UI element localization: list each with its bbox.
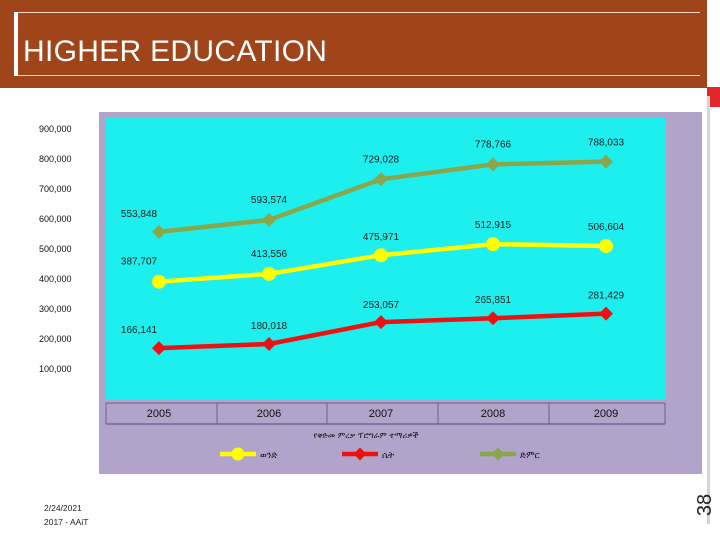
data-label: 593,574 bbox=[251, 195, 288, 206]
data-point bbox=[486, 237, 500, 252]
data-point bbox=[262, 336, 276, 351]
legend-marker bbox=[353, 447, 367, 461]
y-tick-label: 900,000 bbox=[39, 124, 72, 134]
x-tick-label: 2006 bbox=[257, 408, 281, 420]
data-point bbox=[374, 172, 388, 187]
data-label: 413,556 bbox=[251, 249, 288, 260]
series-3: 553,848 593,574 729,028 778,766 788,033 bbox=[121, 138, 625, 239]
enrollment-line-chart: 900,000 800,000 700,000 600,000 500,000 400,0… bbox=[39, 112, 702, 474]
legend-marker bbox=[491, 447, 505, 461]
legend-label: ድምር bbox=[520, 451, 540, 461]
data-point bbox=[599, 306, 613, 321]
vertical-divider bbox=[707, 96, 710, 524]
data-label: 778,766 bbox=[475, 139, 512, 150]
x-tick-label: 2008 bbox=[481, 408, 505, 420]
legend-label: ሴት bbox=[382, 451, 394, 461]
data-point bbox=[262, 266, 276, 281]
data-point bbox=[262, 212, 276, 227]
data-label: 281,429 bbox=[588, 291, 625, 302]
legend-marker bbox=[231, 447, 245, 461]
y-tick-label: 100,000 bbox=[39, 364, 72, 374]
y-tick-label: 400,000 bbox=[39, 274, 72, 284]
data-label: 265,851 bbox=[475, 295, 512, 306]
data-point bbox=[152, 341, 166, 356]
data-label: 166,141 bbox=[121, 325, 158, 336]
data-point bbox=[599, 239, 613, 254]
data-point bbox=[152, 224, 166, 239]
series-layer: 387,707 413,556 475,971 512,915 506,604 166,1… bbox=[121, 138, 625, 356]
data-point bbox=[486, 311, 500, 326]
legend-item: ድምር bbox=[480, 447, 540, 461]
y-tick-label: 800,000 bbox=[39, 154, 72, 164]
data-label: 512,915 bbox=[475, 220, 512, 231]
red-accent-bar bbox=[707, 87, 720, 107]
data-label: 729,028 bbox=[363, 154, 400, 165]
data-point bbox=[486, 157, 500, 172]
series-2: 166,141 180,018 253,057 265,851 281,429 bbox=[121, 291, 625, 356]
x-tick-label: 2007 bbox=[369, 408, 393, 420]
data-point bbox=[374, 315, 388, 330]
x-axis-title: የቅድመ ምረቃ ፕሮግራም ተማሪዎች bbox=[314, 431, 419, 440]
page-number: 38 bbox=[694, 493, 716, 517]
y-tick-label: 300,000 bbox=[39, 304, 72, 314]
slide-header: HIGHER EDUCATION bbox=[0, 0, 707, 88]
legend-label: ወንድ bbox=[260, 451, 278, 461]
x-tick-label: 2009 bbox=[594, 408, 618, 420]
y-tick-label: 500,000 bbox=[39, 244, 72, 254]
series-1: 387,707 413,556 475,971 512,915 506,604 bbox=[121, 220, 625, 289]
data-label: 387,707 bbox=[121, 257, 158, 268]
legend-item: ሴት bbox=[342, 447, 394, 461]
data-label: 788,033 bbox=[588, 138, 625, 149]
y-tick-label: 200,000 bbox=[39, 334, 72, 344]
footer-date: 2/24/2021 bbox=[44, 503, 82, 513]
data-label: 253,057 bbox=[363, 300, 400, 311]
data-point bbox=[599, 154, 613, 169]
data-point bbox=[152, 274, 166, 289]
y-axis: 900,000 800,000 700,000 600,000 500,000 400,0… bbox=[39, 124, 72, 374]
data-label: 180,018 bbox=[251, 321, 288, 332]
header-accent-line bbox=[14, 12, 18, 76]
legend: ወንድ ሴት ድምር bbox=[220, 447, 540, 461]
x-tick-label: 2005 bbox=[147, 408, 171, 420]
slide-title: HIGHER EDUCATION bbox=[23, 35, 328, 68]
data-label: 506,604 bbox=[588, 222, 625, 233]
data-point bbox=[374, 248, 388, 263]
footer-text: 2017 - AAiT bbox=[44, 517, 89, 527]
data-label: 475,971 bbox=[363, 232, 400, 243]
y-tick-label: 600,000 bbox=[39, 214, 72, 224]
legend-item: ወንድ bbox=[220, 447, 278, 461]
x-axis: 2005 2006 2007 2008 2009 የቅድመ ምረቃ ፕሮግራም ተማሪዎች bbox=[105, 402, 666, 440]
data-label: 553,848 bbox=[121, 209, 158, 220]
y-tick-label: 700,000 bbox=[39, 184, 72, 194]
